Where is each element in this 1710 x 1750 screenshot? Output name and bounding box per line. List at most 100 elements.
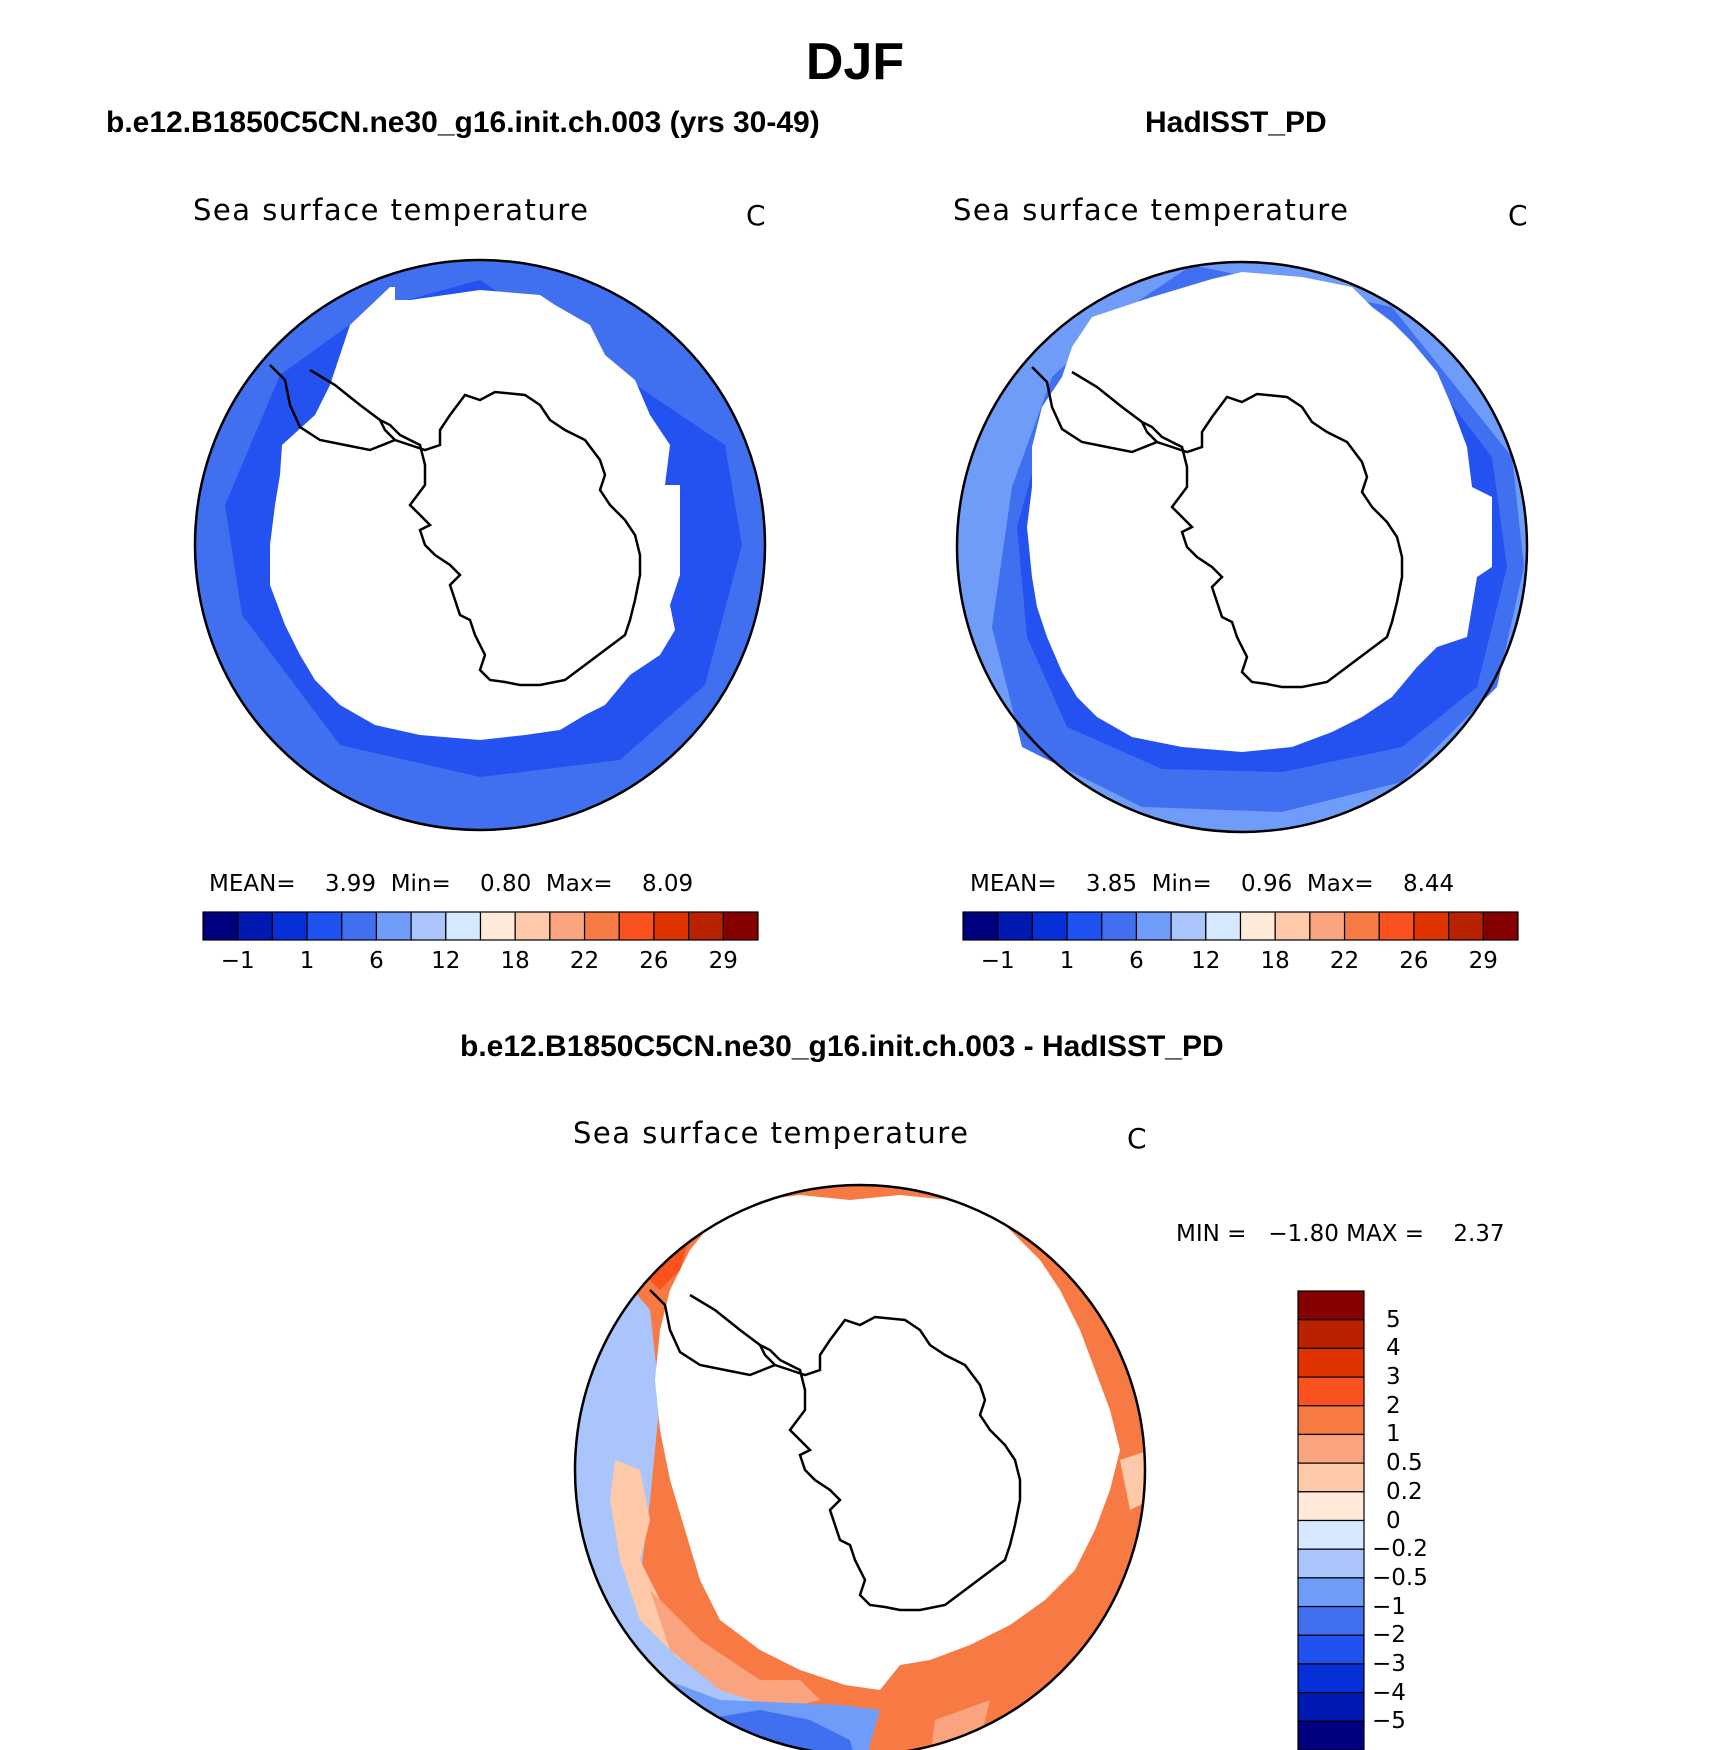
panel2-colorbar-box xyxy=(1135,911,1172,941)
panel2-case-title: HadISST_PD xyxy=(1145,106,1327,139)
panel2-max-value: 8.44 xyxy=(1402,871,1455,897)
panel3-colorbar-ticks: 5 4 3 2 1 0.5 0.2 0 −0.2 −0.5 −1 −2 −3 −4 −5 xyxy=(1372,1291,1472,1750)
panel2-colorbar-tick-label: 12 xyxy=(1191,948,1221,974)
panel3-colorbar-box xyxy=(1297,1663,1365,1694)
panel1-colorbar-box xyxy=(271,911,308,941)
panel1-min-value: 0.80 xyxy=(480,871,532,897)
panel2-colorbar-box xyxy=(1274,911,1311,941)
panel2-min-label: Min= xyxy=(1151,871,1212,897)
panel2-colorbar-tick-label: −1 xyxy=(980,948,1015,974)
panel3-colorbar-box xyxy=(1297,1347,1365,1378)
panel1-mean-value: 3.99 xyxy=(324,871,377,897)
panel2-colorbar-box xyxy=(1205,911,1242,941)
panel1-colorbar-tick-label: 1 xyxy=(299,948,315,974)
panel1-colorbar-box xyxy=(722,911,759,941)
panel1-colorbar-box xyxy=(479,911,516,941)
panel3-min-label: MIN = xyxy=(1176,1221,1247,1247)
panel3-colorbar-tick-label: 1 xyxy=(1386,1421,1401,1448)
panel2-peninsula-coastline xyxy=(1031,366,1158,454)
panel3-colorbar-tick-label: 5 xyxy=(1386,1306,1401,1333)
panel1-min-label: Min= xyxy=(390,871,451,897)
panel1-variable-label: Sea surface temperature xyxy=(193,193,590,227)
panel2-colorbar-tick-label: 1 xyxy=(1059,948,1075,974)
panel2-colorbar-box xyxy=(1482,911,1519,941)
panel1-antarctica-coastline xyxy=(377,390,642,687)
panel3-colorbar-box xyxy=(1297,1405,1365,1436)
panel3-colorbar-box xyxy=(1297,1519,1365,1550)
panel3-colorbar-box xyxy=(1297,1634,1365,1665)
panel1-colorbar-tick-label: 12 xyxy=(431,948,461,974)
panel2-antarctica-coastline xyxy=(1139,392,1404,689)
panel3-colorbar-box xyxy=(1297,1692,1365,1722)
panel1-unit-label: C xyxy=(746,199,766,232)
panel1-case-title: b.e12.B1850C5CN.ne30_g16.init.ch.003 (yr… xyxy=(106,106,820,139)
panel2-colorbar-ticks: −1 1 6 12 18 22 26 29 xyxy=(963,948,1518,978)
panel3-colorbar-tick-label: −2 xyxy=(1372,1622,1406,1649)
panel3-unit-label: C xyxy=(1127,1122,1147,1155)
panel3-variable-label: Sea surface temperature xyxy=(573,1116,970,1150)
panel3-min-value: −1.80 xyxy=(1268,1221,1339,1247)
panel2-colorbar-tick-label: 18 xyxy=(1260,948,1290,974)
panel2-variable-label: Sea surface temperature xyxy=(953,193,1350,227)
panel2-unit-label: C xyxy=(1508,199,1528,232)
panel3-colorbar-tick-label: −1 xyxy=(1372,1593,1406,1620)
panel1-colorbar-tick-label: 22 xyxy=(569,948,600,974)
panel3-stats: MIN = −1.80 MAX = 2.37 xyxy=(1176,1221,1505,1247)
panel3-colorbar-tick-label: 3 xyxy=(1386,1364,1401,1391)
panel1-max-value: 8.09 xyxy=(641,871,694,897)
panel2-stats: MEAN= 3.85 Min= 0.96 Max= 8.44 xyxy=(970,871,1454,897)
panel2-colorbar-box xyxy=(1101,911,1138,941)
panel2-mean-label: MEAN= xyxy=(970,871,1057,897)
panel3-colorbar-box xyxy=(1297,1548,1365,1579)
panel2-colorbar-box xyxy=(1448,911,1484,941)
panel3-map-boundary xyxy=(573,1183,1147,1750)
panel1-peninsula-coastline xyxy=(269,364,396,452)
panel3-colorbar-box xyxy=(1297,1605,1365,1636)
panel1-colorbar xyxy=(202,911,759,941)
panel3-antarctica-coastline xyxy=(757,1315,1022,1612)
panel3-colorbar-box xyxy=(1297,1290,1365,1321)
panel1-colorbar-tick-label: 18 xyxy=(500,948,530,974)
panel3-colorbar-tick-label: 0.5 xyxy=(1386,1450,1423,1477)
panel2-max-label: Max= xyxy=(1306,871,1374,897)
panel3-southwest-warm xyxy=(650,1590,820,1710)
panel3-colorbar-tick-label: 2 xyxy=(1386,1392,1401,1419)
panel1-map-boundary xyxy=(193,258,767,832)
panel1-max-label: Max= xyxy=(545,871,613,897)
panel3-max-value: 2.37 xyxy=(1453,1221,1505,1247)
panel3-case-title: b.e12.B1850C5CN.ne30_g16.init.ch.003 - H… xyxy=(460,1030,1224,1063)
panel2-colorbar xyxy=(962,911,1519,941)
panel1-colorbar-ticks: −1 1 6 12 18 22 26 29 xyxy=(203,948,758,978)
panel2-colorbar-tick-label: 6 xyxy=(1129,948,1144,974)
panel3-west-warm-tongue xyxy=(610,1460,700,1660)
panel3-colorbar-tick-label: 0.2 xyxy=(1386,1478,1423,1505)
panel3-max-label: MAX = xyxy=(1346,1221,1425,1247)
panel1-colorbar-box xyxy=(549,911,586,941)
panel2-colorbar-tick-label: 29 xyxy=(1468,948,1498,974)
panel1-colorbar-tick-label: 29 xyxy=(708,948,738,974)
panel3-colorbar-box xyxy=(1297,1462,1365,1493)
panel1-colorbar-box xyxy=(688,911,724,941)
panel3-colorbar xyxy=(1297,1290,1365,1750)
panel2-colorbar-box xyxy=(1413,911,1450,941)
panel3-colorbar-box xyxy=(1297,1433,1365,1464)
panel1-colorbar-tick-label: −1 xyxy=(220,948,255,974)
panel1-colorbar-box xyxy=(237,911,273,941)
panel3-colorbar-tick-label: 4 xyxy=(1386,1335,1401,1362)
panel3-colorbar-tick-label: −0.2 xyxy=(1372,1536,1428,1563)
panel2-mean-value: 3.85 xyxy=(1085,871,1138,897)
main-title: DJF xyxy=(805,33,905,91)
panel3-colorbar-box xyxy=(1297,1319,1365,1349)
panel1-colorbar-tick-label: 26 xyxy=(639,948,669,974)
panel3-colorbar-box xyxy=(1297,1491,1365,1522)
panel3-colorbar-tick-label: −4 xyxy=(1372,1679,1406,1706)
panel2-colorbar-box xyxy=(997,911,1033,941)
panel2-map-boundary xyxy=(955,260,1529,834)
panel1-colorbar-box xyxy=(375,911,412,941)
panel2-colorbar-box xyxy=(1343,911,1380,941)
panel1-colorbar-box xyxy=(514,911,551,941)
panel2-min-value: 0.96 xyxy=(1241,871,1293,897)
panel1-mean-label: MEAN= xyxy=(209,871,296,897)
